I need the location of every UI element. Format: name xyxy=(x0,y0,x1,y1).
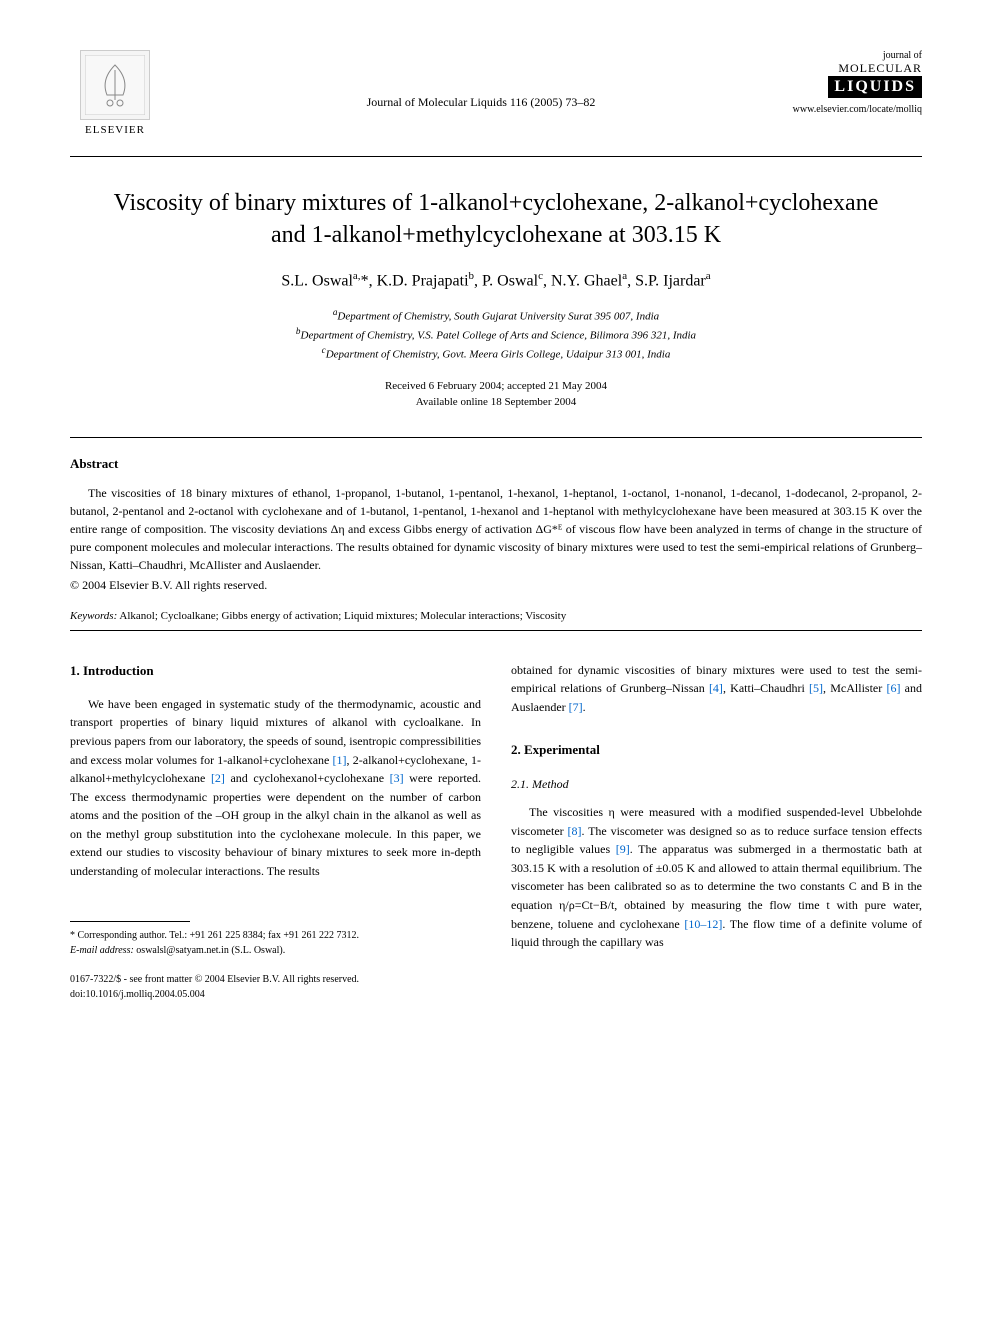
section-1-heading: 1. Introduction xyxy=(70,661,481,681)
doi-line: doi:10.1016/j.molliq.2004.05.004 xyxy=(70,987,481,1002)
ref-link-8[interactable]: [8] xyxy=(567,824,581,838)
affiliation-c: cDepartment of Chemistry, Govt. Meera Gi… xyxy=(70,344,922,363)
journal-reference: Journal of Molecular Liquids 116 (2005) … xyxy=(160,50,802,110)
intro-continuation: obtained for dynamic viscosities of bina… xyxy=(511,661,922,717)
header-divider xyxy=(70,156,922,157)
section-2-1-heading: 2.1. Method xyxy=(511,775,922,794)
journal-url: www.elsevier.com/locate/molliq xyxy=(793,104,922,115)
abstract-copyright: © 2004 Elsevier B.V. All rights reserved… xyxy=(70,576,922,594)
intro-paragraph: We have been engaged in systematic study… xyxy=(70,695,481,881)
ref-link-9[interactable]: [9] xyxy=(616,842,630,856)
ref-link-7[interactable]: [7] xyxy=(569,700,583,714)
keywords-bottom-divider xyxy=(70,630,922,631)
available-online: Available online 18 September 2004 xyxy=(70,394,922,411)
elsevier-tree-icon xyxy=(80,50,150,120)
left-column: 1. Introduction We have been engaged in … xyxy=(70,661,481,1002)
email-address: oswalsl@satyam.net.in (S.L. Oswal). xyxy=(136,945,285,956)
footer-meta: 0167-7322/$ - see front matter © 2004 El… xyxy=(70,972,481,1002)
issn-line: 0167-7322/$ - see front matter © 2004 El… xyxy=(70,972,481,987)
ref-link-10-12[interactable]: [10–12] xyxy=(684,917,722,931)
ref-link-5[interactable]: [5] xyxy=(809,681,823,695)
corresponding-author-note: * Corresponding author. Tel.: +91 261 22… xyxy=(70,928,481,943)
ref-link-1[interactable]: [1] xyxy=(333,753,347,767)
keywords-label: Keywords: xyxy=(70,610,117,622)
affiliation-a: aDepartment of Chemistry, South Gujarat … xyxy=(70,306,922,325)
footnote-divider xyxy=(70,921,190,922)
journal-logo-line2: MOLECULAR xyxy=(828,61,922,76)
ref-link-4[interactable]: [4] xyxy=(709,681,723,695)
right-column: obtained for dynamic viscosities of bina… xyxy=(511,661,922,1002)
journal-logo-line1: journal of xyxy=(828,50,922,61)
authors-line: S.L. Oswala,*, K.D. Prajapatib, P. Oswal… xyxy=(70,270,922,290)
method-paragraph: The viscosities η were measured with a m… xyxy=(511,803,922,952)
publisher-name: ELSEVIER xyxy=(85,124,145,136)
journal-logo: journal of MOLECULAR LIQUIDS www.elsevie… xyxy=(802,50,922,115)
email-label: E-mail address: xyxy=(70,945,134,956)
affiliation-b: bDepartment of Chemistry, V.S. Patel Col… xyxy=(70,325,922,344)
received-accepted: Received 6 February 2004; accepted 21 Ma… xyxy=(70,378,922,395)
ref-link-3[interactable]: [3] xyxy=(390,771,404,785)
ref-link-2[interactable]: [2] xyxy=(211,771,225,785)
abstract-heading: Abstract xyxy=(70,456,922,472)
article-dates: Received 6 February 2004; accepted 21 Ma… xyxy=(70,378,922,411)
affiliations: aDepartment of Chemistry, South Gujarat … xyxy=(70,306,922,363)
section-2-heading: 2. Experimental xyxy=(511,740,922,760)
keywords: Keywords: Alkanol; Cycloalkane; Gibbs en… xyxy=(70,610,922,622)
journal-logo-line3: LIQUIDS xyxy=(828,76,922,98)
publisher-logo: ELSEVIER xyxy=(70,50,160,136)
body-columns: 1. Introduction We have been engaged in … xyxy=(70,661,922,1002)
article-title: Viscosity of binary mixtures of 1-alkano… xyxy=(110,187,882,252)
abstract-top-divider xyxy=(70,437,922,438)
header: ELSEVIER Journal of Molecular Liquids 11… xyxy=(70,50,922,136)
ref-link-6[interactable]: [6] xyxy=(886,681,900,695)
keywords-text: Alkanol; Cycloalkane; Gibbs energy of ac… xyxy=(119,610,566,622)
email-footnote: E-mail address: oswalsl@satyam.net.in (S… xyxy=(70,943,481,958)
abstract-text: The viscosities of 18 binary mixtures of… xyxy=(70,484,922,574)
